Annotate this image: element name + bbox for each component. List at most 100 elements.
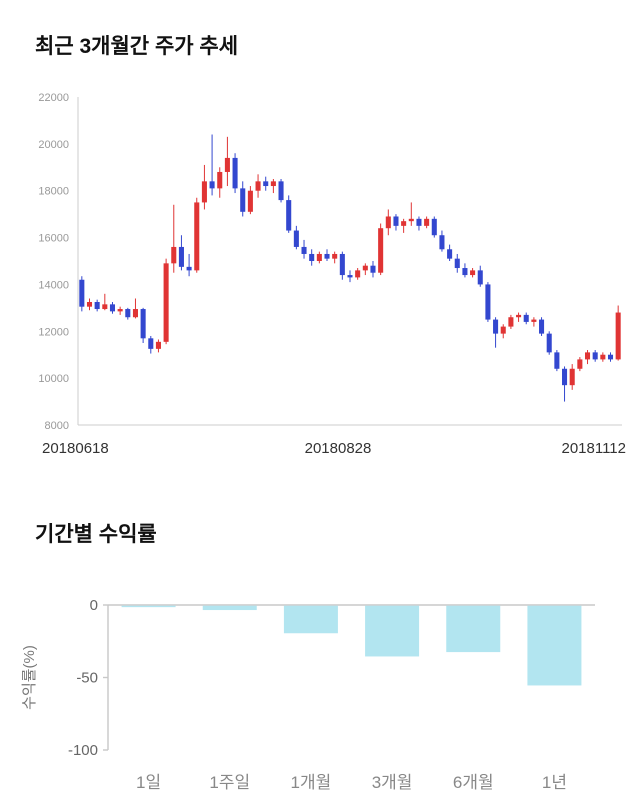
return-bar [121,605,176,608]
candle-body [270,181,276,187]
candle-body [569,368,575,386]
candle-body [171,246,177,264]
candle-body [615,312,621,360]
y-tick-label: 22000 [38,92,69,104]
return-bar [446,605,501,653]
candle-body [163,263,169,342]
candle-body [102,304,108,310]
category-label: 1주일 [209,773,250,792]
candle-body [378,228,384,273]
candle-body [592,352,598,360]
candle-body [485,284,491,320]
return-bar [202,605,257,611]
candle-body [79,279,85,307]
candle-body [178,246,184,267]
candle-body [309,253,315,261]
x-tick-label: 20180828 [305,440,372,457]
category-label: 1년 [542,773,567,792]
return-bar [365,605,420,657]
y-tick-label: -50 [76,670,98,687]
candle-body [470,270,476,276]
y-tick-label: -100 [68,742,98,759]
candle-body [86,302,93,307]
candle-body [240,188,246,212]
candle-body [347,275,353,278]
y-tick-label: 14000 [38,279,69,291]
candle-body [424,218,430,226]
category-label: 6개월 [453,773,494,792]
candle-body [439,235,445,250]
candle-body [209,181,215,189]
candle-body [554,352,560,369]
candle-body [546,333,552,353]
category-label: 1일 [136,773,161,792]
candle-body [286,200,292,231]
candle-body [477,270,483,285]
candle-body [539,319,545,334]
candle-body [186,266,192,271]
candle-body [255,181,261,191]
candle-body [393,216,399,226]
candle-body [385,216,391,229]
candle-body [355,270,361,278]
candle-body [278,181,284,201]
x-tick-label: 20181112 [561,440,626,457]
candle-body [508,317,514,327]
candle-body [232,157,238,189]
candle-body [117,309,123,312]
candle-body [462,268,468,276]
candle-body [577,359,583,369]
y-axis-title: 수익률(%) [21,645,38,710]
price-chart-title: 최근 3개월간 주가 추세 [35,35,239,58]
return-bar [283,605,338,634]
candle-body [408,218,414,222]
price-candlestick-chart: 22000 20000 18000 16000 14000 12000 10000 8000 2… [38,92,626,457]
y-tick-label: 20000 [38,139,69,151]
candle-body [332,253,338,259]
candle-body [155,341,161,349]
candle-body [500,326,506,334]
y-tick-label: 16000 [38,233,69,245]
candle-body [94,302,100,310]
candle-body [454,258,460,269]
candle-body [339,253,345,276]
returns-chart-title: 기간별 수익률 [35,523,157,546]
candle-body [416,218,422,226]
candle-body [600,354,606,360]
x-tick-label: 20180618 [42,440,109,457]
candle-body [148,338,154,349]
candle-body [247,190,253,212]
y-tick-label: 12000 [38,326,69,338]
candle-body [431,218,437,236]
y-tick-label: 18000 [38,186,69,198]
y-tick-label: 10000 [38,373,69,385]
candle-body [493,319,499,334]
candle-body [523,314,529,322]
returns-bar-chart: 0 -50 -100 수익률(%) 1일 1주일 1개월 3개월 6개월 1년 [21,597,595,792]
candle-body [217,171,223,189]
candle-body [224,157,230,172]
y-tick-label: 0 [90,597,98,614]
candle-body [607,354,614,360]
category-label: 1개월 [291,773,332,792]
candle-body [132,309,138,318]
candle-body [324,253,330,259]
candle-body [370,265,376,273]
candle-body [263,181,269,187]
candle-body [109,304,116,312]
candle-body [562,368,568,386]
candle-body [584,352,591,360]
candle-body [401,221,407,226]
candle-body [140,309,146,339]
category-label: 3개월 [372,773,413,792]
candle-body [194,202,200,271]
candle-body [447,249,453,259]
candle-body [516,314,522,318]
candle-body [316,253,322,261]
candle-body [531,319,537,322]
candle-body [301,246,307,254]
candle-body [293,230,299,247]
candle-body [125,309,131,318]
return-bar [527,605,582,686]
